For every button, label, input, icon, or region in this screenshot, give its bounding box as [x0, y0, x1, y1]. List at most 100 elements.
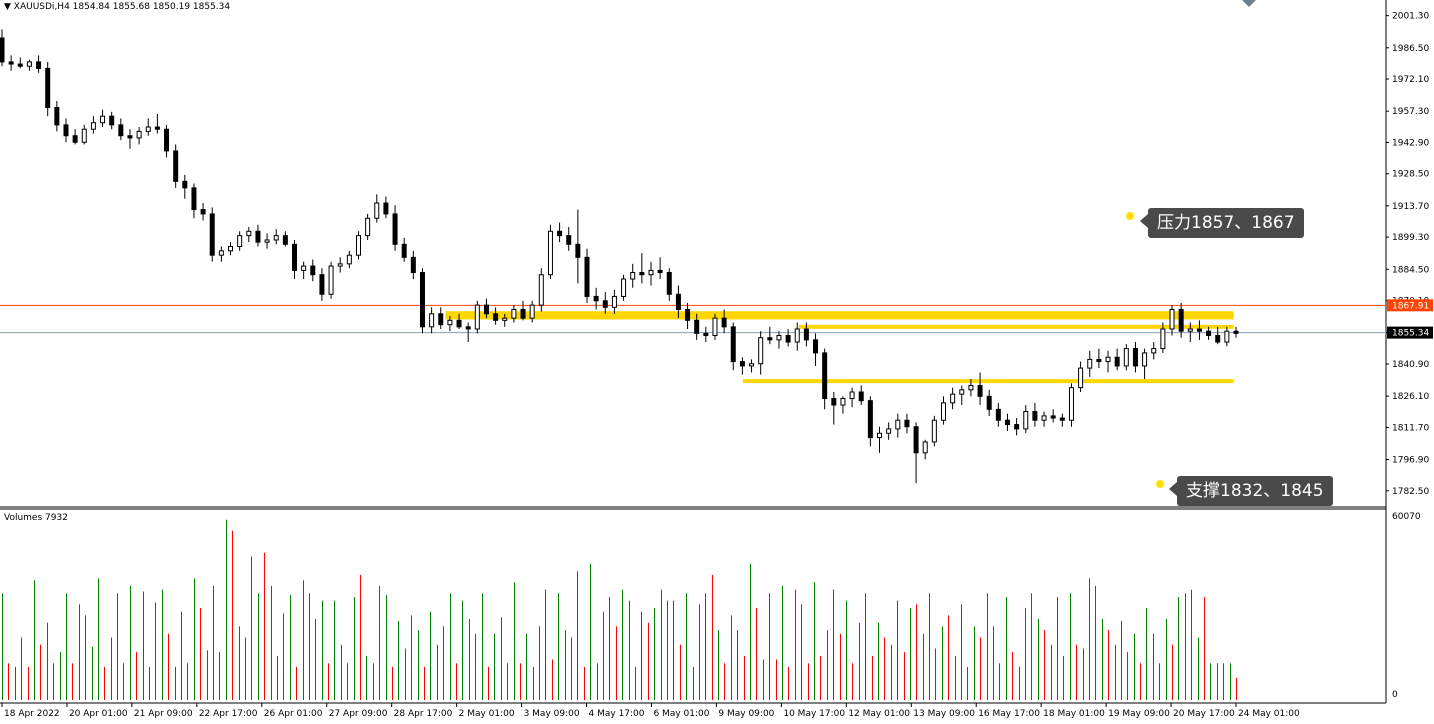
candle-bear[interactable]	[319, 274, 325, 295]
candle-bear[interactable]	[1206, 330, 1212, 337]
candle-bull[interactable]	[611, 295, 617, 308]
candle-bear[interactable]	[813, 339, 819, 354]
candle-bull[interactable]	[794, 328, 800, 343]
candle-bear[interactable]	[401, 243, 407, 258]
candle-bull[interactable]	[1151, 348, 1157, 354]
candle-bear[interactable]	[867, 400, 873, 439]
candle-bear[interactable]	[410, 256, 416, 274]
candle-bear[interactable]	[575, 243, 581, 258]
candle-bull[interactable]	[538, 274, 544, 306]
candle-bull[interactable]	[474, 304, 480, 330]
candle-bear[interactable]	[182, 180, 188, 189]
candle-bear[interactable]	[1132, 348, 1138, 367]
candle-bear[interactable]	[282, 235, 288, 245]
candle-bear[interactable]	[383, 202, 389, 215]
candle-bull[interactable]	[429, 313, 435, 328]
candle-bull[interactable]	[218, 250, 224, 256]
candle-bull[interactable]	[950, 393, 956, 404]
candle-bear[interactable]	[1059, 417, 1065, 421]
candle-bull[interactable]	[1123, 348, 1129, 367]
candle-bear[interactable]	[977, 384, 983, 397]
candle-bull[interactable]	[1041, 415, 1047, 421]
candle-bear[interactable]	[292, 243, 298, 271]
candle-bull[interactable]	[1224, 330, 1230, 343]
support-callout[interactable]: 支撑1832、1845	[1177, 476, 1333, 506]
candle-bear[interactable]	[1233, 330, 1239, 334]
candle-bear[interactable]	[721, 317, 727, 328]
candle-bear[interactable]	[54, 106, 60, 126]
candle-bear[interactable]	[36, 61, 42, 69]
candle-bear[interactable]	[63, 124, 69, 137]
candle-bear[interactable]	[1004, 419, 1010, 426]
candle-bull[interactable]	[1078, 367, 1084, 389]
candle-bear[interactable]	[483, 304, 489, 315]
candle-bear[interactable]	[730, 326, 736, 363]
candle-bull[interactable]	[712, 317, 718, 337]
candle-bear[interactable]	[904, 419, 910, 428]
candle-bull[interactable]	[365, 217, 371, 237]
candle-bear[interactable]	[1096, 358, 1102, 363]
resistance-callout[interactable]: 压力1857、1867	[1148, 208, 1304, 238]
candle-bull[interactable]	[895, 419, 901, 430]
candle-bear[interactable]	[310, 265, 316, 276]
candle-bull[interactable]	[346, 254, 352, 265]
candle-bear[interactable]	[584, 256, 590, 297]
candle-bear[interactable]	[557, 230, 563, 237]
candle-bull[interactable]	[1105, 356, 1111, 363]
candle-bear[interactable]	[657, 269, 663, 274]
candle-bear[interactable]	[118, 124, 124, 137]
candle-bear[interactable]	[419, 272, 425, 328]
candle-bull[interactable]	[145, 126, 151, 132]
candle-bear[interactable]	[465, 326, 471, 330]
candle-bear[interactable]	[456, 319, 462, 328]
candle-bear[interactable]	[255, 230, 261, 243]
candle-bull[interactable]	[1160, 328, 1166, 350]
candle-bear[interactable]	[639, 272, 645, 276]
candle-bear[interactable]	[767, 337, 773, 341]
candle-bull[interactable]	[502, 317, 508, 321]
candle-bear[interactable]	[109, 115, 115, 126]
candle-bear[interactable]	[1014, 424, 1020, 430]
candle-bear[interactable]	[173, 150, 179, 182]
candle-bull[interactable]	[886, 428, 892, 434]
candle-bear[interactable]	[209, 213, 215, 256]
candle-bear[interactable]	[392, 213, 398, 245]
candle-bull[interactable]	[968, 384, 974, 391]
resistance-line-1857[interactable]	[798, 324, 1234, 329]
candle-bear[interactable]	[1196, 328, 1202, 332]
candle-bear[interactable]	[164, 128, 170, 152]
candle-bear[interactable]	[913, 426, 919, 454]
candle-bull[interactable]	[621, 278, 627, 297]
candle-bear[interactable]	[666, 272, 672, 295]
candle-bear[interactable]	[520, 308, 526, 319]
candle-bull[interactable]	[81, 128, 87, 143]
candle-bull[interactable]	[337, 263, 343, 267]
candle-bear[interactable]	[1032, 411, 1038, 421]
candle-bull[interactable]	[630, 272, 636, 280]
candle-bull[interactable]	[301, 265, 307, 271]
candle-bull[interactable]	[355, 235, 361, 256]
candle-bull[interactable]	[940, 402, 946, 421]
candle-bull[interactable]	[529, 304, 535, 319]
candle-bear[interactable]	[17, 63, 23, 67]
candle-bull[interactable]	[447, 319, 453, 326]
candle-bear[interactable]	[493, 313, 499, 321]
candle-bear[interactable]	[675, 293, 681, 310]
candle-bull[interactable]	[328, 265, 334, 295]
candle-bull[interactable]	[931, 419, 937, 443]
candle-bull[interactable]	[758, 337, 764, 365]
candle-bear[interactable]	[602, 300, 608, 308]
candle-bear[interactable]	[703, 332, 709, 337]
candle-bear[interactable]	[191, 187, 197, 211]
candle-bull[interactable]	[922, 441, 928, 454]
candle-bull[interactable]	[547, 230, 553, 276]
candle-bear[interactable]	[822, 352, 828, 400]
candle-bear[interactable]	[685, 308, 691, 321]
candle-bear[interactable]	[200, 209, 206, 215]
support-line-1832[interactable]	[743, 379, 1234, 384]
candle-bull[interactable]	[100, 115, 106, 124]
candle-bear[interactable]	[986, 395, 992, 410]
candle-bull[interactable]	[1169, 308, 1175, 330]
candle-bull[interactable]	[246, 230, 252, 237]
